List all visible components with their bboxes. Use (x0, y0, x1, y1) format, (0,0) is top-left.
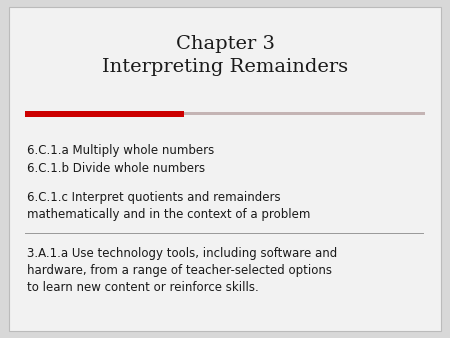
Text: 3.A.1.a Use technology tools, including software and
hardware, from a range of t: 3.A.1.a Use technology tools, including … (27, 247, 337, 294)
Text: 6.C.1.c Interpret quotients and remainders
mathematically and in the context of : 6.C.1.c Interpret quotients and remainde… (27, 191, 310, 221)
Bar (25, 111, 184, 117)
Text: 6.C.1.a Multiply whole numbers: 6.C.1.a Multiply whole numbers (27, 144, 214, 156)
FancyBboxPatch shape (9, 7, 441, 331)
Text: Chapter 3
Interpreting Remainders: Chapter 3 Interpreting Remainders (102, 35, 348, 76)
Text: 6.C.1.b Divide whole numbers: 6.C.1.b Divide whole numbers (27, 162, 205, 175)
Bar (184, 112, 425, 115)
